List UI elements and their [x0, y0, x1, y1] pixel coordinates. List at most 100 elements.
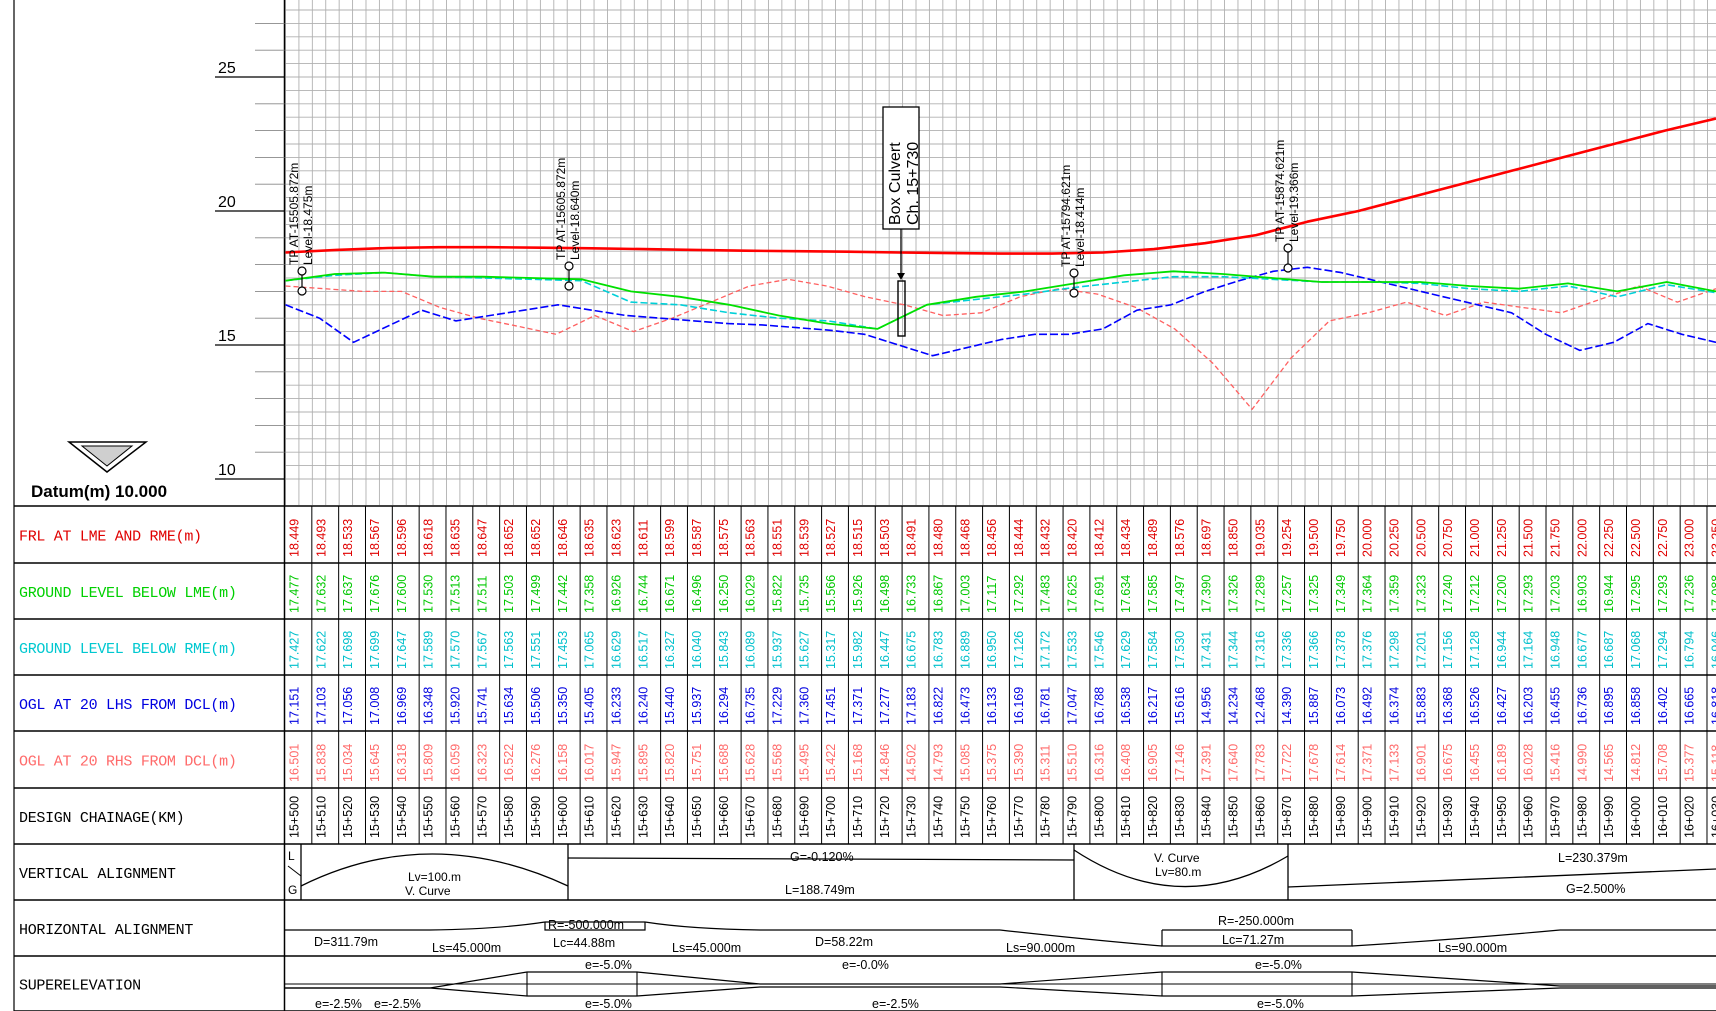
se-b3: e=-5.0% — [585, 997, 632, 1011]
table-value-cell: 15.982 — [851, 631, 865, 669]
table-value-cell: 14.390 — [1280, 687, 1294, 725]
table-value-cell: 17.172 — [1039, 631, 1053, 669]
table-value-cell: 17.344 — [1227, 631, 1241, 669]
y-tick-label: 20 — [218, 194, 236, 211]
table-value-cell: 15.405 — [583, 687, 597, 725]
table-value-cell: 15.843 — [717, 631, 731, 669]
table-chainage-cell: 15+810 — [1119, 796, 1133, 838]
table-value-cell: 17.511 — [475, 576, 489, 613]
tp-label-at: TP AT-15794.621m — [1059, 165, 1073, 267]
table-chainage-cell: 15+970 — [1549, 796, 1563, 838]
table-value-cell: 18.539 — [797, 519, 811, 557]
table-value-cell: 18.551 — [770, 519, 784, 557]
table-value-cell: 22.750 — [1656, 519, 1670, 557]
table-value-cell: 17.676 — [368, 575, 382, 613]
table-value-cell: 17.614 — [1334, 744, 1348, 782]
table-value-cell: 16.944 — [1602, 575, 1616, 613]
table-value-cell: 15.634 — [502, 687, 516, 725]
tp-label-level: Level-18.414m — [1073, 188, 1087, 267]
table-value-cell: 17.203 — [1549, 575, 1563, 613]
table-value-cell: 16.133 — [985, 687, 999, 725]
table-value-cell: 20.500 — [1414, 519, 1428, 557]
table-value-cell: 16.522 — [502, 744, 516, 782]
table-value-cell: 17.678 — [1307, 744, 1321, 782]
table-chainage-cell: 15+790 — [1066, 796, 1080, 838]
table-value-cell: 18.587 — [690, 519, 704, 557]
table-value-cell: 16.017 — [583, 744, 597, 782]
table-chainage-cell: 15+670 — [744, 796, 758, 838]
table-value-cell: 16.867 — [931, 575, 945, 613]
tp-circle-bottom-icon — [564, 281, 574, 291]
table-value-cell: 18.575 — [717, 519, 731, 557]
tp-label-at: TP AT-15874.621m — [1273, 140, 1287, 242]
va-grade1: G=-0.120% — [790, 850, 854, 864]
table-value-cell: 17.371 — [1361, 744, 1375, 782]
se-b1: e=-2.5% — [315, 997, 362, 1011]
table-value-cell: 14.502 — [905, 744, 919, 782]
table-value-cell: 18.420 — [1066, 519, 1080, 557]
va-curve1-name: V. Curve — [405, 884, 451, 898]
table-value-cell: 16.671 — [663, 575, 677, 613]
table-chainage-cell: 15+650 — [690, 796, 704, 838]
table-value-cell: 15.510 — [1066, 744, 1080, 782]
table-value-cell: 15.751 — [690, 744, 704, 782]
table-value-cell: 16.203 — [1522, 687, 1536, 725]
table-value-cell: 15.118 — [1709, 745, 1716, 782]
table-chainage-cell: 15+610 — [583, 796, 597, 838]
ha-lc1: Lc=44.88m — [553, 936, 615, 950]
table-chainage-cell: 15+950 — [1495, 796, 1509, 838]
table-value-cell: 15.645 — [368, 744, 382, 782]
table-chainage-cell: 15+760 — [985, 796, 999, 838]
profile-series — [285, 117, 1716, 410]
table-value-cell: 16.408 — [1119, 744, 1133, 782]
table-value-cell: 17.103 — [314, 687, 328, 725]
table-value-cell: 17.212 — [1468, 575, 1482, 613]
table-chainage-cell: 15+750 — [958, 796, 972, 838]
ha-curve-box — [544, 922, 646, 931]
table-value-cell: 16.473 — [958, 687, 972, 725]
table-value-cell: 22.500 — [1629, 519, 1643, 557]
table-value-cell: 16.889 — [958, 631, 972, 669]
table-value-cell: 16.858 — [1629, 687, 1643, 725]
table-value-cell: 15.085 — [958, 744, 972, 782]
table-value-cell: 16.250 — [717, 575, 731, 613]
table-value-cell: 15.377 — [1683, 744, 1697, 782]
table-row-label: OGL AT 20 RHS FROM DCL(m) — [19, 754, 237, 771]
table-value-cell: 17.570 — [448, 631, 462, 669]
table-value-cell: 17.088 — [1709, 575, 1716, 613]
table-value-cell: 17.316 — [1253, 631, 1267, 669]
table-value-cell: 18.533 — [341, 519, 355, 557]
tp-label-at: TP AT-15605.872m — [554, 158, 568, 260]
table-value-cell: 17.533 — [1066, 631, 1080, 669]
table-value-cell: 17.008 — [368, 687, 382, 725]
table-value-cell: 16.736 — [1575, 687, 1589, 725]
table-chainage-cell: 15+640 — [663, 796, 677, 838]
table-value-cell: 16.316 — [1092, 744, 1106, 782]
ha-r1: R=-500.000m — [548, 918, 624, 932]
table-value-cell: 16.946 — [1709, 631, 1716, 669]
table-chainage-cell: 15+900 — [1361, 796, 1375, 838]
table-value-cell: 17.240 — [1441, 575, 1455, 613]
table-value-cell: 17.298 — [1388, 631, 1402, 669]
table-value-cell: 17.563 — [502, 631, 516, 669]
table-value-cell: 18.503 — [878, 519, 892, 557]
se-b4: e=-2.5% — [872, 997, 919, 1011]
se-b2: e=-2.5% — [374, 997, 421, 1011]
table-value-cell: 17.431 — [1200, 631, 1214, 669]
table-value-cell: 15.920 — [448, 687, 462, 725]
table-value-cell: 17.503 — [502, 575, 516, 613]
table-value-cell: 12.468 — [1253, 687, 1267, 725]
tp-circle-bottom-icon — [1283, 263, 1293, 273]
table-value-cell: 21.500 — [1522, 519, 1536, 557]
table-value-cell: 17.156 — [1441, 631, 1455, 669]
ha-d2: D=58.22m — [815, 935, 873, 949]
table-value-cell: 16.901 — [1414, 744, 1428, 782]
table-value-cell: 17.453 — [556, 631, 570, 669]
table-chainage-cell: 15+890 — [1334, 796, 1348, 838]
table-value-cell: 17.200 — [1495, 575, 1509, 613]
table-value-cell: 16.665 — [1683, 687, 1697, 725]
tp-circle-top-icon — [1069, 268, 1079, 278]
table-value-cell: 15.566 — [824, 575, 838, 613]
box-culvert-name: Box Culvert — [887, 142, 904, 225]
table-chainage-cell: 15+830 — [1173, 796, 1187, 838]
